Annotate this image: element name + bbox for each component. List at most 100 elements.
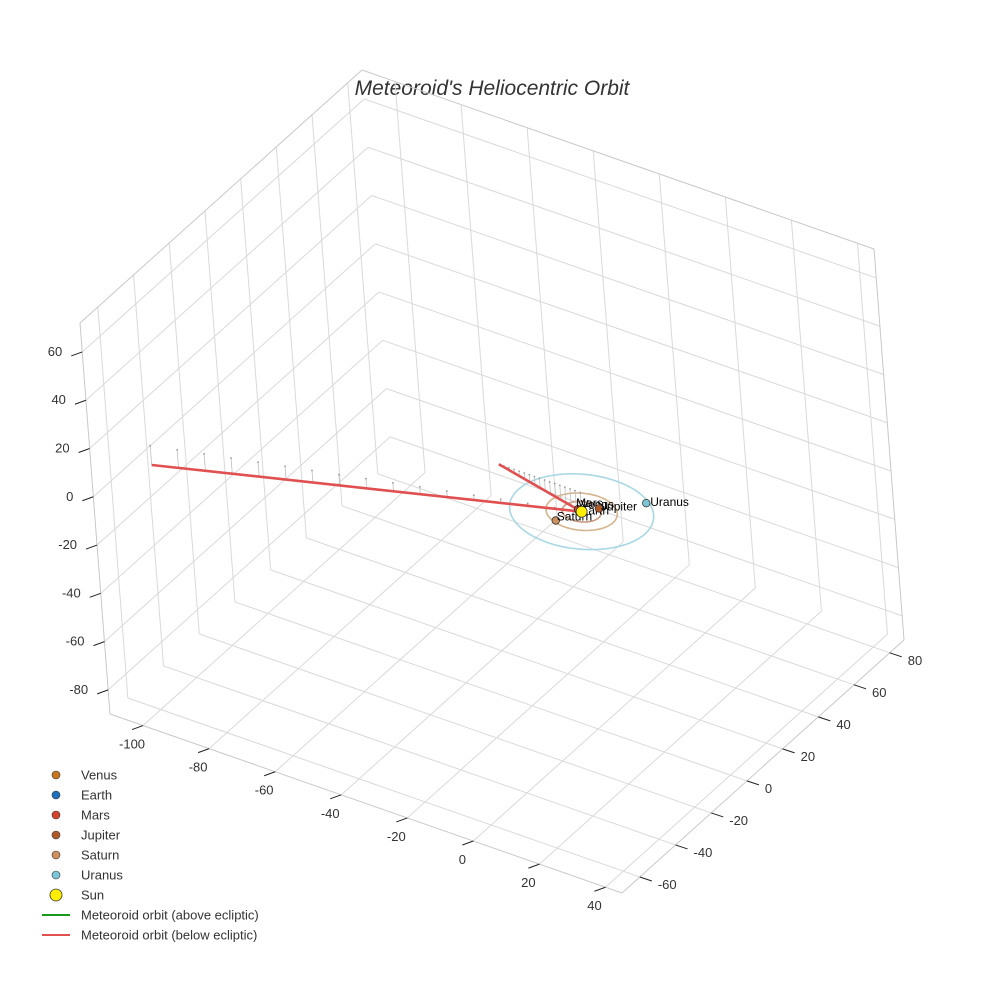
legend-label: Jupiter [81,828,121,843]
grid-line-xwall-z [100,339,384,594]
z-tick-4-label: -20 [58,537,77,552]
drop-tip [338,473,340,476]
grid-line-ywall-z [371,195,884,375]
z-tick-5-label: -40 [62,585,81,600]
drop-line [257,462,260,477]
legend-item: Venus [51,768,118,783]
grid-line-xwall-y [275,146,307,538]
drop-tip [508,466,510,469]
z-tick-2-mark [78,448,90,453]
grid-line-xwall-z [85,146,369,401]
x-tick-7-label: 40 [587,898,601,913]
legend-label: Meteoroid orbit (above ecliptic) [81,908,259,923]
legend-label: Mars [81,808,110,823]
drop-tip [538,477,541,480]
grid-line-xwall-z [104,388,387,642]
orbit-ring-saturn [545,492,619,532]
drop-line [569,488,572,506]
x-tick-5-label: 0 [459,852,466,867]
grid-line-xwall-y [168,242,200,634]
grid-line-ywall-z [382,339,895,520]
legend-label: Venus [81,768,118,783]
legend-item: Mars [51,808,110,823]
grid-line-ywall-z [389,436,903,617]
y-tick-5-mark [818,716,831,722]
x-tick-1-label: -80 [189,760,208,775]
y-tick-1-label: -40 [694,845,713,860]
z-tick-7-mark [96,689,109,695]
y-tick-7-mark [889,652,902,658]
x-tick-3-mark [330,794,342,800]
y-tick-1-mark [675,844,688,850]
x-tick-3-label: -40 [321,806,340,821]
drop-line [539,478,541,488]
x-tick-6-label: 20 [521,875,535,890]
legend-item: Meteoroid orbit (below ecliptic) [42,928,257,943]
y-tick-2-mark [711,812,724,818]
drop-tip [528,473,531,476]
x-tick-4-label: -20 [387,829,406,844]
y-tick-4-mark [782,748,795,754]
x-tick-2-mark [263,771,276,777]
legend-item: Saturn [51,848,119,863]
drop-tip [257,461,259,464]
legend-label: Saturn [81,848,119,863]
z-tick-2-label: 20 [55,441,69,456]
legend-item: Sun [49,888,104,903]
drop-tip [418,486,421,488]
z-tick-5-mark [89,592,101,598]
grid-line-xwall-z [92,243,376,498]
drop-line [365,478,368,489]
planet-label-uranus: Uranus [650,495,689,509]
x-tick-2-label: -60 [255,783,274,798]
x-tick-7-mark [594,886,606,892]
z-tick-3-mark [82,496,94,502]
grid-line-xwall-y [311,114,343,506]
chart-title: Meteoroid's Heliocentric Orbit [355,77,631,100]
drop-tip [526,502,529,505]
drop-tip [311,469,313,472]
drop-line [564,487,567,503]
z-tick-6-mark [93,641,105,647]
legend-item: Meteoroid orbit (above ecliptic) [42,908,259,923]
axis-edge-z [79,322,111,715]
grid-line-xwall-y [133,274,165,667]
grid-line-floor-y [127,697,641,878]
grid-line-floor-x [274,518,558,773]
y-tick-3-mark [746,780,760,786]
legend-label: Uranus [81,868,123,883]
legend-sun-swatch [49,888,63,902]
drop-tip [284,465,286,468]
axis-ticks: -100 -80 -60 -40 -20 0 20 40 -60 -40 -20 0 20 40 60 80 6… [48,344,922,913]
z-tick-4-mark [85,544,98,550]
drop-line [203,453,206,471]
orbit-ring-uranus [508,472,655,551]
legend-marker-swatch [51,770,61,780]
meteoroid-orbit-series [151,463,583,514]
drop-tip [533,475,536,478]
grid-line-ywall-x [460,104,492,496]
z-tick-0-mark [71,351,83,357]
drop-line [554,483,557,497]
grid-line-floor-x [340,541,624,796]
legend-label: Earth [81,788,112,803]
drop-tip [472,494,475,497]
y-tick-5-label: 40 [836,717,850,732]
grid-line-floor-x [142,472,426,726]
z-tick-3-label: 0 [66,489,73,504]
grid-line-floor-x [473,587,756,842]
drop-line [338,474,341,486]
y-tick-7-label: 80 [908,653,922,668]
legend-marker-swatch [51,790,61,800]
axis-edge-top-x [361,69,875,250]
grid-line-xwall-z [96,291,380,546]
drop-tip [579,491,582,494]
grid-line-ywall-z [378,291,892,472]
z-tick-0-label: 60 [48,344,62,359]
legend: Venus Earth Mars Jupiter Saturn Uranus Sun Mete… [42,768,259,943]
grid-line-ywall-x [790,220,822,612]
grid-line-ywall-x [856,243,888,635]
grid-line-ywall-x [592,150,624,542]
drop-line [392,482,394,492]
